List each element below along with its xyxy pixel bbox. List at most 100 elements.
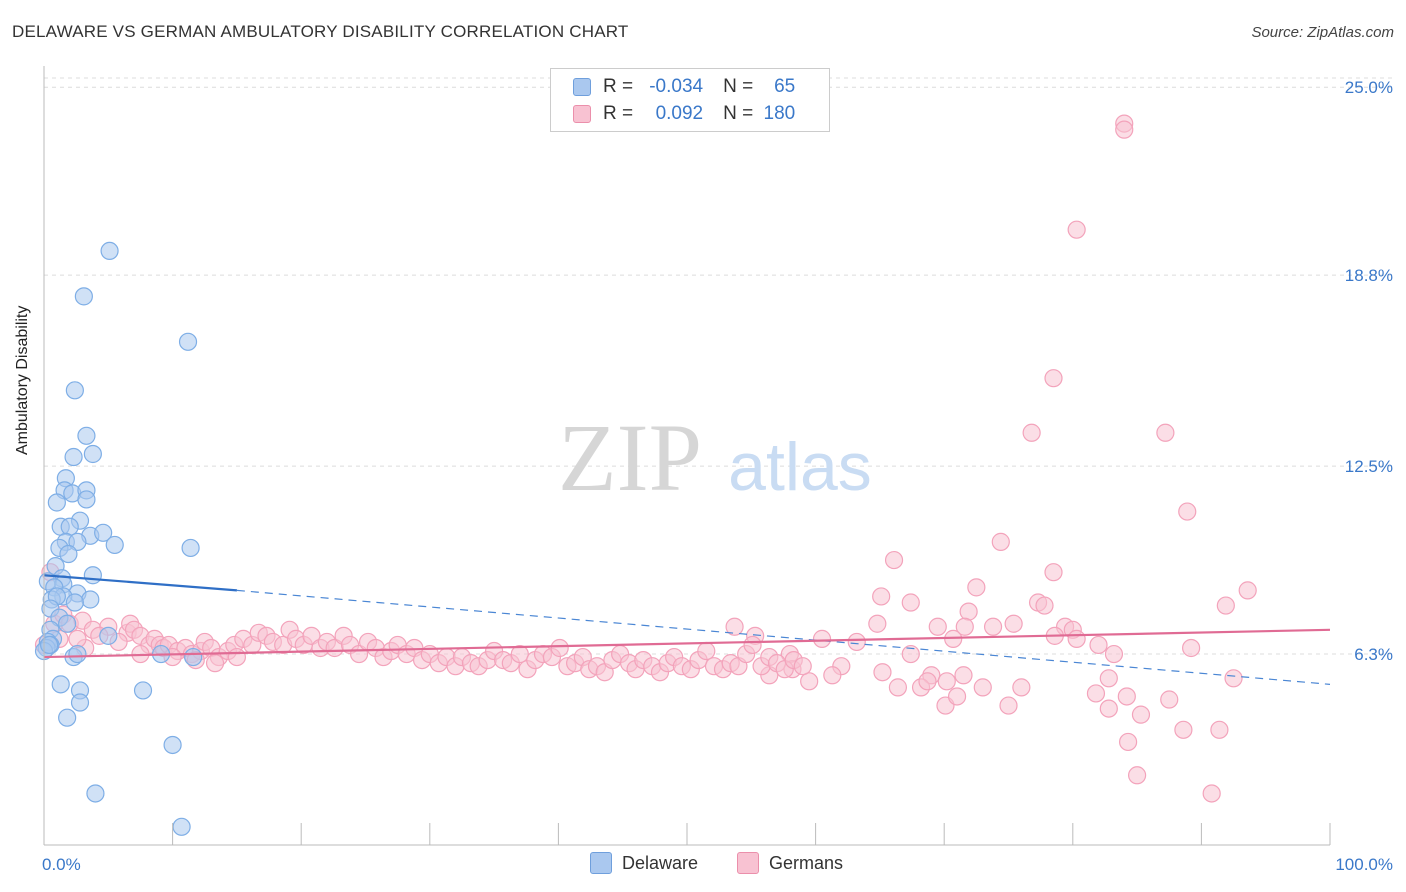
data-point-germans [227, 647, 246, 667]
data-point-germans [1202, 784, 1221, 803]
data-point-germans [999, 696, 1018, 715]
source-label: Source: ZipAtlas.com [1251, 24, 1394, 41]
legend-item-delaware[interactable]: Delaware [590, 852, 698, 874]
tick-labels: 6.3% 12.5% 18.8% 25.0% 0.0% 100.0% [42, 78, 1393, 874]
data-point-germans [1004, 614, 1023, 633]
data-point-germans [1210, 720, 1229, 739]
data-point-germans [888, 678, 908, 697]
data-point-delaware [68, 532, 87, 551]
data-point-germans [550, 638, 569, 658]
trendline-delaware-extension [236, 589, 1331, 685]
data-point-germans [1127, 766, 1147, 785]
data-point-germans [1178, 502, 1197, 521]
data-point-germans [1115, 120, 1134, 139]
data-point-delaware [65, 381, 84, 400]
data-point-delaware [99, 626, 118, 645]
data-point-delaware [60, 517, 79, 536]
data-point-germans [1182, 638, 1201, 658]
data-point-germans [1067, 629, 1086, 648]
data-point-germans [823, 666, 842, 685]
y-tick-label: 6.3% [1354, 645, 1393, 664]
data-point-germans [1117, 687, 1136, 706]
legend-row-delaware: R = -0.034 N = 65 [573, 75, 795, 99]
data-point-germans [1104, 644, 1124, 664]
data-point-germans [793, 657, 812, 676]
n-value-germans: 180 [763, 103, 796, 124]
data-point-delaware [51, 675, 70, 694]
legend-item-germans[interactable]: Germans [737, 852, 843, 874]
data-point-germans [1131, 705, 1151, 724]
data-point-delaware [47, 493, 66, 512]
data-point-germans [1118, 732, 1138, 752]
data-point-delaware [178, 332, 198, 351]
data-point-delaware [65, 593, 84, 612]
data-point-germans [1035, 596, 1054, 615]
trendline-delaware [43, 574, 237, 592]
trendline-germans [43, 628, 1331, 659]
data-point-germans [510, 644, 529, 664]
data-point-delaware [86, 784, 105, 803]
series-germans-points [34, 114, 1257, 803]
data-point-germans [68, 629, 87, 648]
data-point-germans [928, 617, 947, 636]
data-point-germans [872, 587, 891, 606]
data-point-germans [1174, 720, 1193, 739]
data-point-germans [1099, 699, 1118, 718]
watermark-zip: ZIP [558, 404, 702, 511]
y-tick-label: 25.0% [1345, 78, 1393, 97]
data-point-delaware [133, 681, 153, 700]
data-point-germans [868, 614, 887, 633]
r-value-germans: 0.092 [655, 103, 704, 124]
n-label: N = [723, 76, 754, 97]
data-point-delaware [77, 490, 96, 509]
n-value-delaware: 65 [774, 76, 796, 97]
data-point-delaware [81, 590, 100, 609]
series-delaware-points [34, 241, 203, 836]
y-tick-label: 12.5% [1345, 457, 1393, 476]
data-point-germans [1160, 690, 1179, 709]
data-point-germans [983, 617, 1003, 636]
x-tick-label-max: 100.0% [1335, 855, 1393, 874]
data-point-delaware [59, 544, 78, 564]
data-point-delaware [184, 647, 203, 667]
grid-lines [44, 77, 1395, 655]
data-point-delaware [83, 444, 102, 464]
data-point-germans [205, 654, 225, 673]
delaware-swatch [590, 852, 612, 874]
correlation-legend: R = -0.034 N = 65 R = 0.092 N = 180 [550, 68, 830, 132]
data-point-delaware [40, 635, 59, 655]
data-point-germans [959, 602, 978, 621]
y-axis-label: Ambulatory Disability [14, 305, 31, 455]
legend-label-delaware: Delaware [622, 852, 699, 873]
data-point-delaware [77, 426, 96, 445]
data-point-germans [918, 672, 937, 691]
data-point-delaware [105, 535, 124, 555]
r-value-delaware: -0.034 [649, 76, 704, 97]
data-point-germans [1086, 684, 1106, 703]
data-point-germans [937, 672, 956, 691]
zipatlas-watermark: ZIP atlas [558, 404, 872, 511]
y-tick-label: 18.8% [1345, 266, 1393, 285]
data-point-germans [1044, 563, 1063, 582]
data-point-delaware [172, 817, 191, 836]
data-point-germans [1238, 581, 1257, 600]
chart-title: DELAWARE VS GERMAN AMBULATORY DISABILITY… [12, 22, 629, 41]
data-point-germans [1156, 423, 1175, 442]
data-point-delaware [74, 287, 93, 306]
data-point-germans [1012, 678, 1031, 697]
germans-swatch [737, 852, 759, 874]
data-point-germans [1099, 669, 1118, 688]
data-point-germans [1216, 596, 1235, 615]
data-point-germans [847, 632, 866, 652]
data-point-delaware [94, 523, 113, 542]
data-point-germans [973, 678, 992, 697]
data-point-germans [1089, 635, 1108, 655]
data-point-delaware [68, 644, 87, 664]
data-point-germans [743, 635, 762, 655]
delaware-swatch [573, 78, 591, 96]
data-point-germans [1044, 369, 1063, 388]
data-point-germans [967, 578, 986, 597]
legend-row-germans: R = 0.092 N = 180 [573, 102, 795, 126]
axes [43, 66, 1331, 846]
